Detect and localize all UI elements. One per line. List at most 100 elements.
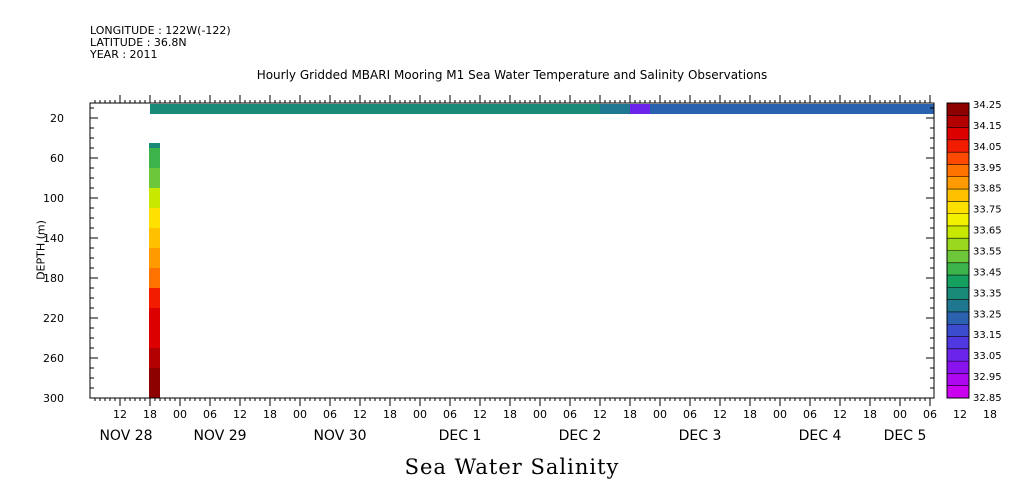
x-hour-label: 00	[173, 408, 187, 421]
y-tick-label: 20	[50, 112, 64, 125]
x-hour-label: 18	[743, 408, 757, 421]
surface-cell	[600, 104, 630, 114]
x-day-label: DEC 2	[559, 428, 602, 444]
x-hour-label: 18	[623, 408, 637, 421]
y-tick-label: 60	[50, 152, 64, 165]
colorbar-swatch	[947, 348, 969, 362]
colorbar-swatch	[947, 139, 969, 153]
colorbar-swatch	[947, 225, 969, 239]
y-tick-label: 180	[43, 272, 64, 285]
x-day-label: NOV 29	[193, 428, 246, 444]
x-day-label: DEC 4	[799, 428, 842, 444]
x-hour-label: 12	[833, 408, 847, 421]
profile-cell	[149, 143, 160, 149]
colorbar-swatch	[947, 361, 969, 374]
x-hour-label: 06	[323, 408, 337, 421]
profile-cell	[149, 288, 160, 309]
y-tick-label: 300	[43, 392, 64, 405]
colorbar-label: 33.55	[973, 247, 1002, 258]
profile-cell	[149, 388, 160, 399]
x-hour-label: 00	[293, 408, 307, 421]
x-day-label: DEC 3	[679, 428, 722, 444]
colorbar-label: 33.85	[973, 184, 1002, 195]
profile-cell	[149, 328, 160, 349]
x-axis-label: Sea Water Salinity	[404, 455, 620, 479]
colorbar-label: 33.25	[973, 309, 1002, 320]
y-tick-label: 100	[43, 192, 64, 205]
y-axis-label: DEPTH (m)	[34, 220, 48, 280]
profile-cell	[149, 348, 160, 369]
colorbar-swatch	[947, 262, 969, 276]
colorbar-swatch	[947, 176, 969, 190]
colorbar-swatch	[947, 373, 969, 387]
profile-cell	[149, 368, 160, 389]
profile-cell	[149, 148, 160, 169]
colorbar-label: 33.65	[973, 226, 1002, 237]
x-hour-label: 06	[683, 408, 697, 421]
x-hour-label: 18	[263, 408, 277, 421]
colorbar: 34.25 34.15 34.05 33.95 33.85 33.75 33.65 33.55…	[946, 100, 1002, 404]
profile-cell	[149, 268, 160, 289]
colorbar-label: 34.25	[973, 100, 1002, 111]
surface-cell	[150, 104, 600, 114]
colorbar-swatch	[947, 103, 969, 116]
colorbar-label: 33.35	[973, 288, 1002, 299]
colorbar-swatch	[947, 127, 969, 141]
x-hour-label: 18	[383, 408, 397, 421]
x-hour-label: 00	[893, 408, 907, 421]
y-tick-label: 220	[43, 312, 64, 325]
colorbar-swatch	[947, 238, 969, 251]
x-hour-label: 12	[953, 408, 967, 421]
colorbar-label: 33.95	[973, 163, 1002, 174]
colorbar-swatch	[947, 115, 969, 128]
profile-cell	[149, 308, 160, 329]
profile-cell	[149, 228, 160, 249]
longitude-label: LONGITUDE : 122W(-122)	[90, 24, 231, 37]
colorbar-swatch	[947, 324, 969, 337]
data-marks	[149, 104, 934, 399]
colorbar-swatch	[947, 287, 969, 300]
colorbar-swatch	[947, 213, 969, 227]
colorbar-swatch	[947, 201, 969, 214]
colorbar-swatch	[947, 250, 969, 264]
x-hour-label: 12	[113, 408, 127, 421]
x-hour-label: 00	[533, 408, 547, 421]
x-hour-label: 12	[353, 408, 367, 421]
x-hour-label: 00	[653, 408, 667, 421]
y-tick-label: 140	[43, 232, 64, 245]
x-hour-label: 18	[143, 408, 157, 421]
y-tick-label: 260	[43, 352, 64, 365]
x-hour-label: 00	[413, 408, 427, 421]
colorbar-label: 32.85	[973, 393, 1002, 404]
colorbar-swatch	[947, 311, 969, 325]
x-hour-label: 06	[803, 408, 817, 421]
profile-cell	[149, 168, 160, 189]
surface-cell	[650, 104, 934, 114]
colorbar-label: 33.75	[973, 205, 1002, 216]
latitude-label: LATITUDE : 36.8N	[90, 36, 187, 49]
x-hour-label: 06	[923, 408, 937, 421]
colorbar-swatch	[947, 385, 969, 399]
colorbar-label: 33.45	[973, 267, 1002, 278]
colorbar-swatch	[947, 164, 969, 178]
x-day-label: DEC 1	[439, 428, 482, 444]
x-day-label: DEC 5	[884, 428, 927, 444]
colorbar-swatch	[947, 152, 969, 165]
x-day-label: NOV 28	[99, 428, 152, 444]
x-hour-label: 06	[563, 408, 577, 421]
x-hour-label: 06	[203, 408, 217, 421]
colorbar-swatch	[947, 189, 969, 202]
plot-frame	[89, 102, 935, 399]
x-hour-label: 12	[713, 408, 727, 421]
year-label: YEAR : 2011	[90, 48, 158, 61]
x-hour-label: 18	[503, 408, 517, 421]
x-hour-label: 12	[473, 408, 487, 421]
x-hour-label: 18	[863, 408, 877, 421]
x-axis: 12 18 00 06 12 18 00 06 12 18 00 06 12 18 00 06 12 18 00 06…	[94, 95, 997, 444]
x-hour-label: 06	[443, 408, 457, 421]
colorbar-swatch	[947, 275, 969, 288]
x-hour-label: 18	[983, 408, 997, 421]
colorbar-label: 33.15	[973, 330, 1002, 341]
profile-cell	[149, 208, 160, 229]
